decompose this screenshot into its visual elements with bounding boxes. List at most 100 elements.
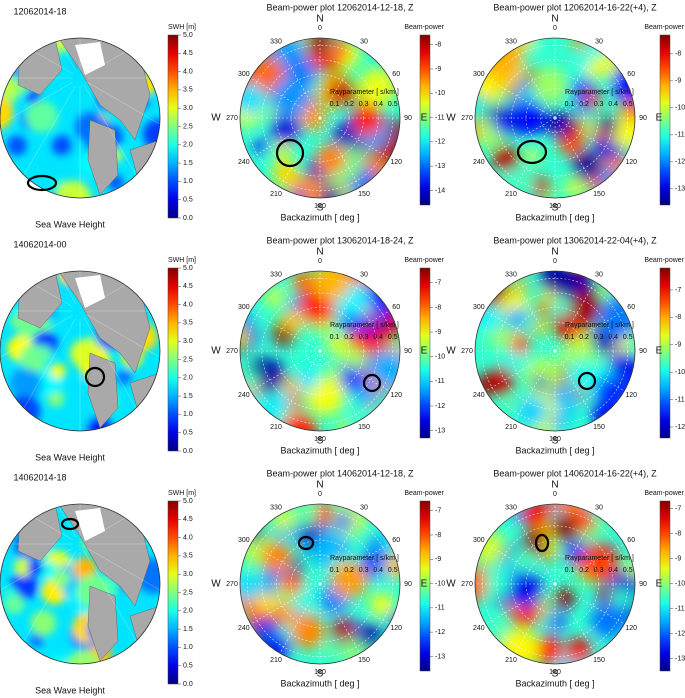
blob bbox=[535, 300, 552, 317]
panel: Beam-power plot 13062014-22-04(+4), Z Bac… bbox=[446, 235, 685, 455]
direction-label: S bbox=[552, 436, 559, 447]
colorbar-tick-label: 2.0 bbox=[183, 608, 193, 615]
blob bbox=[384, 118, 400, 143]
colorbar-tick-label: 2.0 bbox=[183, 142, 193, 149]
radial-tick-label: 0.3 bbox=[594, 334, 604, 341]
radial-grid bbox=[540, 103, 570, 133]
field bbox=[240, 271, 400, 431]
meridian bbox=[83, 504, 141, 538]
disc-outline bbox=[0, 37, 161, 199]
azimuth-label: 300 bbox=[473, 71, 485, 78]
azimuth-label: 300 bbox=[238, 304, 250, 311]
azimuth-label: 180 bbox=[314, 436, 326, 443]
blob bbox=[477, 565, 512, 599]
meridian bbox=[83, 38, 141, 72]
direction-label: W bbox=[211, 346, 221, 357]
blob bbox=[55, 180, 92, 198]
blob bbox=[320, 187, 343, 198]
radial-tick-label: 0.5 bbox=[388, 101, 398, 108]
field bbox=[475, 271, 635, 431]
field-blobs bbox=[475, 271, 635, 431]
colorbar-tick-label: -8 bbox=[435, 42, 441, 49]
azimuth-grid bbox=[319, 350, 361, 421]
blob bbox=[505, 307, 528, 330]
radial-tick-label: 0.4 bbox=[608, 334, 618, 341]
colorbar-tick-label: 2.0 bbox=[183, 375, 193, 382]
azimuth-label: 30 bbox=[360, 39, 368, 46]
blob bbox=[505, 571, 544, 609]
colorbar-tick-label: -11 bbox=[435, 114, 445, 121]
radial-grid bbox=[496, 292, 614, 410]
colorbar-tick-label: 3.5 bbox=[183, 87, 193, 94]
azimuth-label: 300 bbox=[473, 304, 485, 311]
blob bbox=[290, 614, 326, 649]
highlight-ring bbox=[60, 517, 80, 531]
azimuth-grid bbox=[279, 281, 321, 352]
azimuth-label: 60 bbox=[627, 537, 635, 544]
colorbar-tick-label: 1.5 bbox=[183, 393, 193, 400]
direction-label: E bbox=[421, 113, 428, 124]
colorbar-tick-label: 0.5 bbox=[183, 197, 193, 204]
azimuth-label: 120 bbox=[390, 159, 402, 166]
panel-title: Beam-power plot 13062014-22-04(+4), Z bbox=[493, 235, 657, 245]
blob bbox=[596, 587, 612, 603]
azimuth-grid bbox=[279, 117, 321, 188]
direction-label: E bbox=[656, 579, 663, 590]
azimuth-label: 300 bbox=[238, 537, 250, 544]
azimuth-label: 270 bbox=[226, 348, 238, 355]
blob bbox=[323, 640, 340, 657]
direction-label: E bbox=[421, 579, 428, 590]
azimuth-label: 60 bbox=[392, 537, 400, 544]
blob bbox=[240, 82, 266, 115]
x-label: Backazimuth [ deg ] bbox=[280, 678, 359, 688]
meridian bbox=[83, 84, 141, 183]
meridian bbox=[86, 314, 160, 372]
disc-outline bbox=[239, 270, 401, 432]
azimuth-label: 180 bbox=[314, 203, 326, 210]
x-label: Backazimuth [ deg ] bbox=[515, 678, 594, 688]
direction-label: W bbox=[211, 113, 221, 124]
panel: Beam-power plot 12062014-16-22(+4), Z Bac… bbox=[446, 2, 685, 222]
blob bbox=[39, 561, 57, 579]
blob bbox=[306, 38, 333, 56]
direction-label: W bbox=[446, 113, 456, 124]
blob bbox=[295, 586, 320, 611]
azimuth-label: 300 bbox=[473, 537, 485, 544]
radial-tick-label: 0.2 bbox=[579, 334, 589, 341]
blob bbox=[240, 575, 260, 602]
meridian bbox=[83, 317, 141, 416]
blob bbox=[315, 143, 347, 175]
panel: 12062014-18 Sea Wave Height SWH [m] 0.0 0.5 1… bbox=[0, 6, 196, 229]
colorbar bbox=[659, 500, 671, 672]
radial-tick-label: 0.5 bbox=[623, 101, 633, 108]
blob bbox=[540, 271, 577, 295]
direction-label: E bbox=[656, 346, 663, 357]
field bbox=[0, 271, 160, 431]
blob bbox=[51, 135, 73, 157]
panel-title: Beam-power plot 12062014-16-22(+4), Z bbox=[493, 2, 657, 12]
colorbar-tick-label: -9 bbox=[675, 78, 681, 85]
radial-grid bbox=[276, 74, 364, 162]
land-mass bbox=[87, 585, 119, 662]
colorbar-tick-label: 2.5 bbox=[183, 589, 193, 596]
blob bbox=[369, 349, 400, 389]
radial-grid bbox=[511, 74, 599, 162]
azimuth-label: 270 bbox=[461, 115, 473, 122]
colorbar-tick-label: 4.0 bbox=[183, 534, 193, 541]
radial-tick-label: 0.1 bbox=[330, 567, 340, 574]
meridian bbox=[86, 547, 160, 605]
direction-label: W bbox=[446, 579, 456, 590]
azimuth-label: 270 bbox=[461, 581, 473, 588]
radial-grid bbox=[496, 525, 614, 643]
colorbar-tick-label: -13 bbox=[435, 653, 445, 660]
colorbar-tick-label: 0.0 bbox=[183, 215, 193, 222]
blob bbox=[510, 334, 531, 355]
blob bbox=[525, 148, 540, 163]
azimuth-label: 180 bbox=[314, 669, 326, 676]
field bbox=[475, 504, 635, 664]
colorbar-tick-label: 2.5 bbox=[183, 356, 193, 363]
meridian bbox=[19, 317, 77, 416]
blob bbox=[367, 534, 390, 557]
direction-label: W bbox=[211, 579, 221, 590]
azimuth-label: 120 bbox=[625, 159, 637, 166]
